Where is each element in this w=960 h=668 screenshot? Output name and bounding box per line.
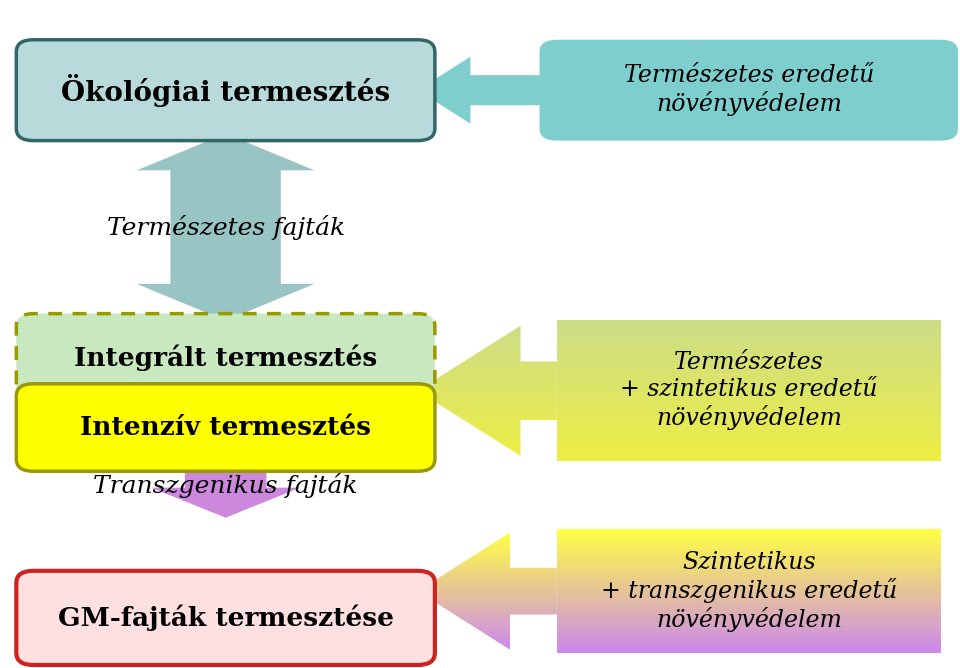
FancyBboxPatch shape [16,39,435,141]
Text: Természetes
+ szintetikus eredetű
növényvédelem: Természetes + szintetikus eredetű növény… [620,351,877,430]
FancyBboxPatch shape [540,39,958,141]
Text: Természetes eredetű
növényvédelem: Természetes eredetű növényvédelem [624,64,874,116]
Text: GM-fajták termesztése: GM-fajták termesztése [58,605,394,631]
Text: Természetes fajták: Természetes fajták [107,214,345,240]
Polygon shape [136,134,315,321]
FancyBboxPatch shape [16,570,435,665]
Text: Ökológiai termesztés: Ökológiai termesztés [61,73,390,107]
Text: Szintetikus
+ transzgenikus eredetű
növényvédelem: Szintetikus + transzgenikus eredetű növé… [601,550,897,632]
Text: Transzgenikus fajták: Transzgenikus fajták [93,474,358,498]
Polygon shape [418,57,557,124]
Text: Integrált termesztés: Integrált termesztés [74,344,377,371]
FancyBboxPatch shape [16,314,435,401]
Text: Intenzív termesztés: Intenzív termesztés [80,415,372,440]
FancyBboxPatch shape [16,383,435,472]
Polygon shape [151,461,300,518]
